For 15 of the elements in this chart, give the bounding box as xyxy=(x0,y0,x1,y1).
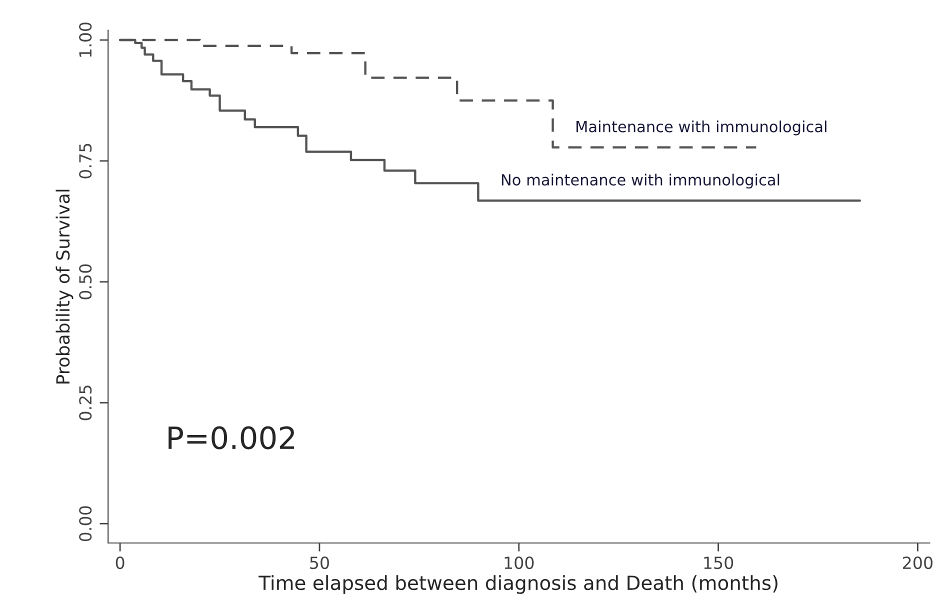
x-tick-label: 200 xyxy=(903,556,932,570)
y-tick-label: 0.00 xyxy=(79,506,92,542)
series-label: No maintenance with immunological xyxy=(502,174,780,189)
annotation: P=0.002 xyxy=(168,426,294,450)
series-label: Maintenance with immunological xyxy=(576,120,826,136)
y-tick-label: 1.00 xyxy=(79,22,92,57)
x-axis-title: Time elapsed between diagnosis and Death (months) xyxy=(258,575,778,594)
y-axis-title: Probability of Survival xyxy=(56,190,74,384)
x-tick-label: 50 xyxy=(310,556,329,570)
y-tick-label: 0.75 xyxy=(79,144,92,178)
y-tick-label: 0.25 xyxy=(79,386,92,420)
x-tick-label: 150 xyxy=(704,556,734,570)
x-tick-label: 0 xyxy=(116,556,124,570)
y-tick-label: 0.50 xyxy=(79,264,92,300)
x-tick-label: 100 xyxy=(504,556,534,570)
